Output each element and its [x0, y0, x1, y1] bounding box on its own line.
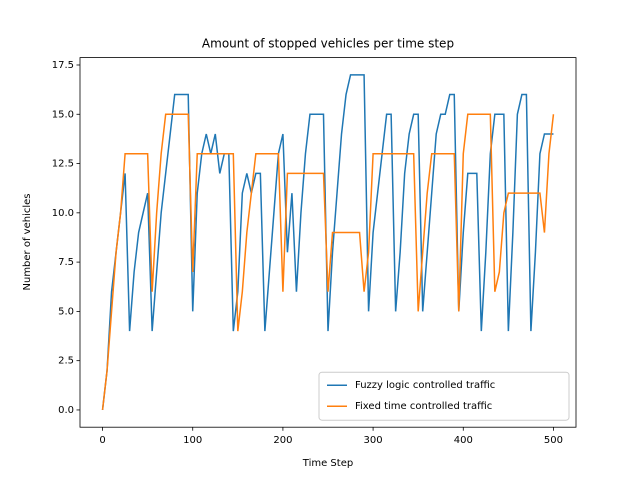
line-series	[101, 113, 555, 411]
legend-label: Fixed time controlled traffic	[355, 401, 492, 412]
y-tick-label: 15.0	[52, 109, 74, 120]
y-tick-label: 0.0	[58, 405, 74, 416]
y-tick-label: 7.5	[58, 257, 74, 268]
line-series	[101, 74, 554, 411]
y-tick-label: 2.5	[58, 356, 74, 367]
x-tick-label: 500	[544, 435, 563, 446]
y-tick-label: 10.0	[52, 208, 74, 219]
y-tick-label: 12.5	[52, 159, 74, 170]
legend-box	[318, 371, 570, 421]
chart-title: Amount of stopped vehicles per time step	[202, 37, 454, 51]
y-tick-label: 17.5	[52, 60, 74, 71]
x-tick-label: 300	[364, 435, 383, 446]
x-tick-label: 200	[273, 435, 292, 446]
legend-label: Fuzzy logic controlled traffic	[355, 380, 495, 391]
x-axis-label: Time Step	[302, 458, 353, 469]
plot-frame	[79, 57, 577, 428]
x-tick-label: 0	[99, 435, 105, 446]
x-tick-label: 400	[454, 435, 473, 446]
x-tick-label: 100	[183, 435, 202, 446]
y-axis-label: Number of vehicles	[22, 194, 33, 291]
legend: Fuzzy logic controlled traffic Fixed time…	[318, 371, 570, 421]
y-tick-label: 5.0	[58, 306, 74, 317]
